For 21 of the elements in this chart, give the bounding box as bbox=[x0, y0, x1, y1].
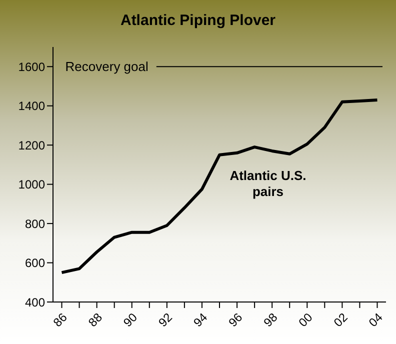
chart-title: Atlantic Piping Plover bbox=[119, 12, 277, 29]
x-tick-label: 90 bbox=[120, 310, 140, 330]
x-tick-label: 98 bbox=[260, 310, 280, 330]
y-tick-label: 1200 bbox=[18, 138, 46, 152]
x-tick-label: 02 bbox=[330, 310, 351, 330]
x-tick-label: 88 bbox=[86, 310, 106, 330]
series-label: Atlantic U.S. pairs bbox=[230, 168, 306, 199]
x-tick-label: 86 bbox=[50, 310, 70, 330]
x-tick-label: 92 bbox=[156, 310, 176, 330]
ref-line-label: Recovery goal bbox=[65, 59, 149, 74]
y-tick-label: 1600 bbox=[18, 60, 46, 74]
y-tick-label: 800 bbox=[24, 216, 46, 231]
y-tick-label: 600 bbox=[24, 256, 46, 270]
x-tick-label: 94 bbox=[190, 310, 210, 330]
y-tick-label: 400 bbox=[24, 295, 46, 310]
x-tick-label: 04 bbox=[366, 310, 386, 330]
y-tick-label: 1400 bbox=[18, 99, 46, 114]
y-tick-label: 1000 bbox=[18, 178, 46, 192]
x-tick-label: 96 bbox=[226, 310, 246, 330]
x-tick-label: 00 bbox=[296, 310, 316, 330]
line-series bbox=[60, 98, 379, 274]
